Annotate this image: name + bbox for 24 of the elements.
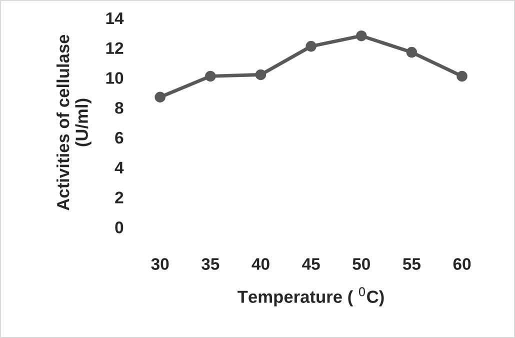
y-axis-title: Activities of cellulase (U/ml) (56, 34, 92, 210)
x-tick-label: 35 (202, 258, 220, 270)
y-tick-label: 0 (115, 222, 124, 234)
y-tick-label: 14 (106, 12, 124, 24)
y-tick-label: 2 (115, 192, 124, 204)
x-tick-label: 40 (252, 258, 270, 270)
y-tick-label: 6 (115, 132, 124, 144)
y-tick-label: 12 (106, 42, 124, 54)
point (154, 92, 166, 102)
point (356, 30, 367, 42)
point (255, 69, 266, 80)
point (306, 40, 316, 52)
x-tick-label: 45 (302, 258, 320, 270)
x-axis-title: Temperature ( $^{0}$C) (238, 287, 384, 306)
y-tick-label: 10 (106, 72, 124, 84)
point (406, 46, 418, 58)
x-tick-label: 60 (453, 258, 471, 270)
point (205, 70, 216, 82)
point (456, 70, 468, 82)
x-tick-label: 50 (352, 258, 370, 270)
x-tick-label: 55 (402, 258, 421, 270)
x-tick-label: 30 (151, 258, 169, 270)
y-tick-label: 4 (114, 162, 124, 174)
y-tick-label: 8 (115, 102, 124, 114)
